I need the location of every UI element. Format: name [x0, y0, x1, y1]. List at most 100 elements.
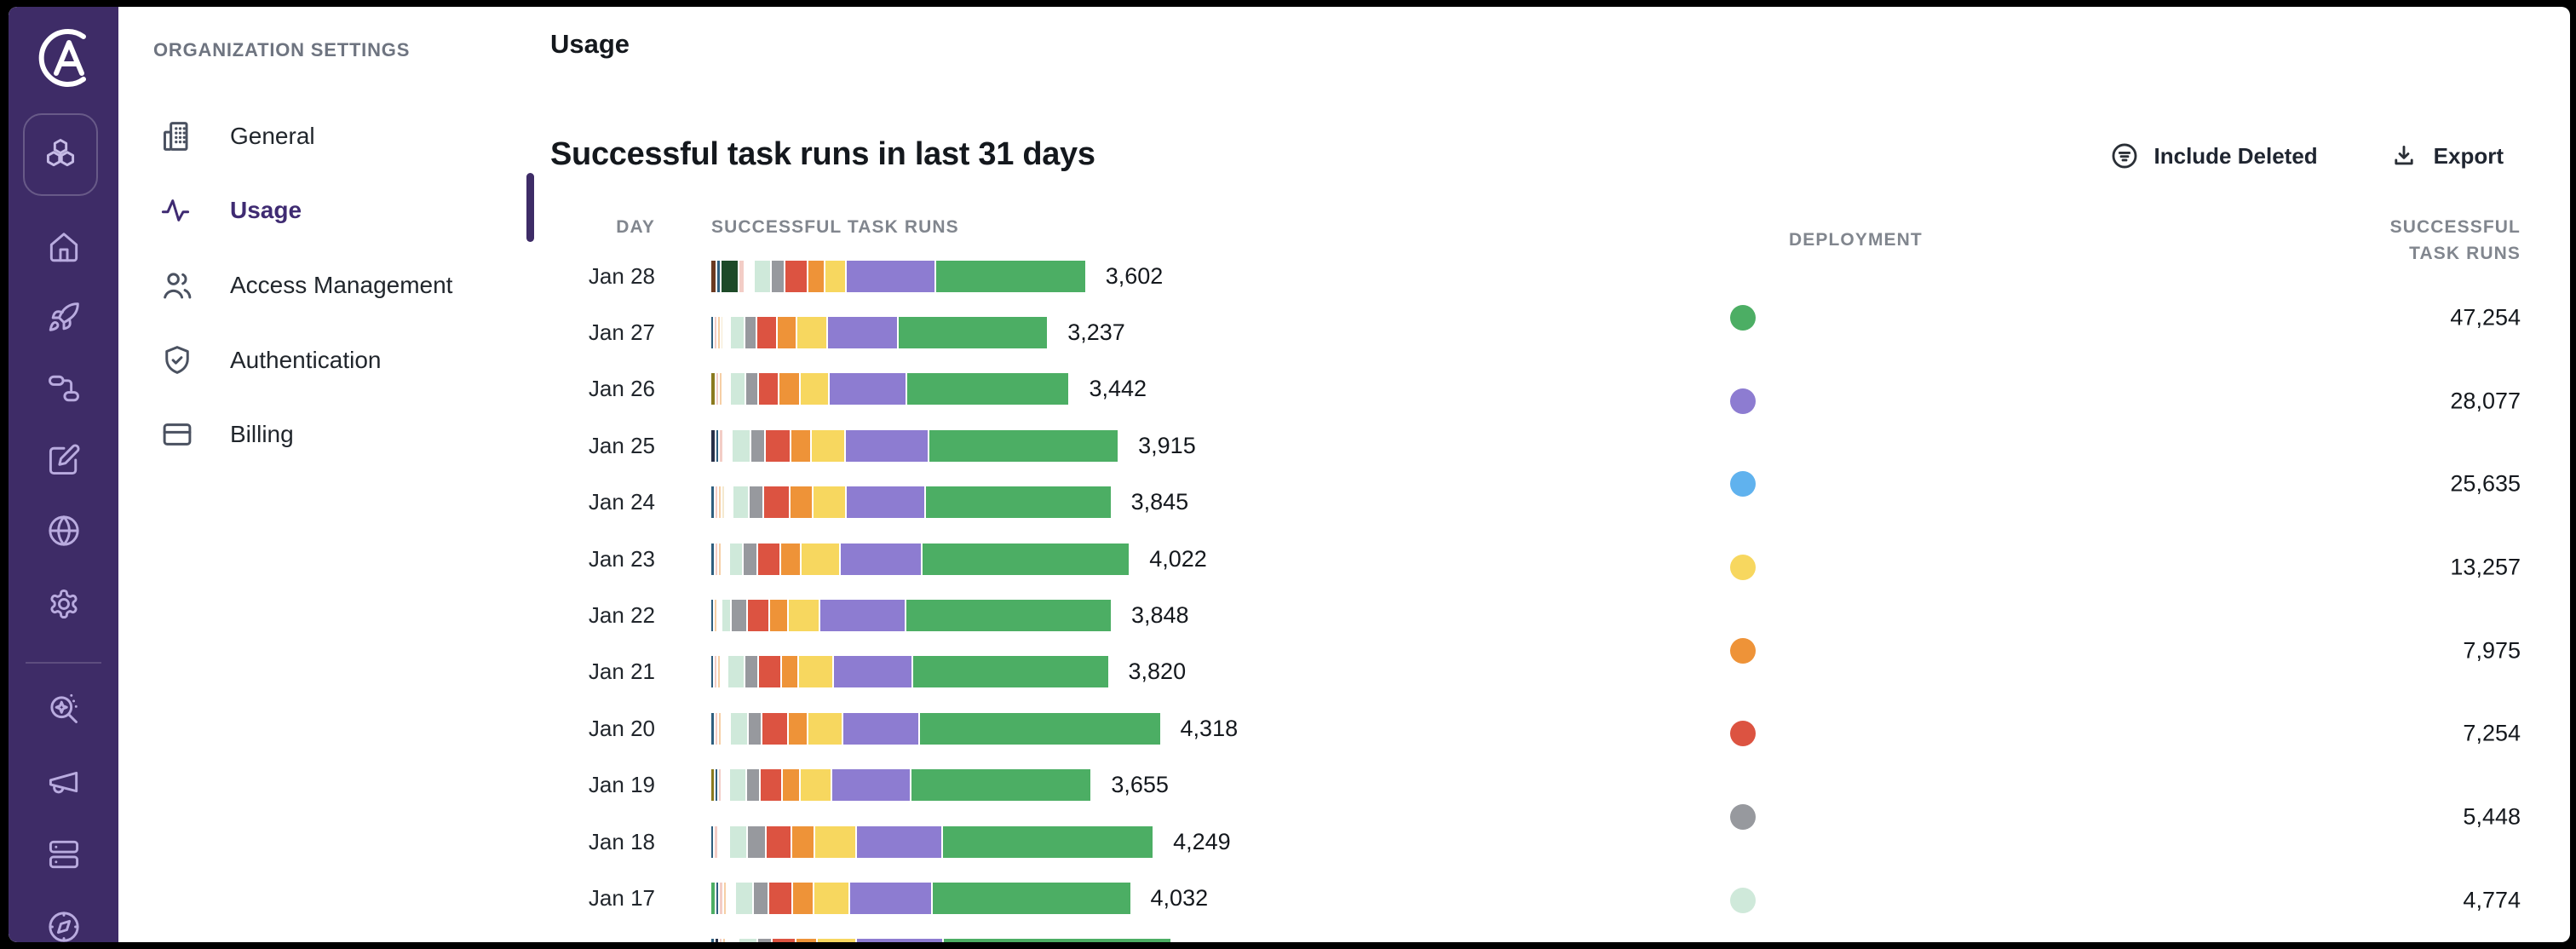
bar-segment-blank[interactable] [724, 429, 733, 462]
bar-segment-blank[interactable] [722, 712, 732, 745]
bar-segment-peach[interactable] [723, 939, 727, 942]
bar-segment-yellow[interactable] [825, 260, 847, 292]
bar-segment-green[interactable] [906, 373, 1071, 405]
deployment-color-dot[interactable] [1730, 388, 1756, 414]
bar-segment-gray[interactable] [746, 769, 761, 802]
bar-segment-peach[interactable] [719, 712, 723, 745]
bar-segment-mint[interactable] [728, 656, 745, 688]
bar-segment-navy[interactable] [715, 769, 720, 802]
bar-segment-pink[interactable] [716, 373, 720, 405]
bar-segment-pink[interactable] [719, 769, 723, 802]
bar-segment-pink[interactable] [715, 543, 720, 575]
bar-segment-purple[interactable] [833, 656, 913, 688]
bar-segment-navy[interactable] [716, 882, 721, 914]
bar-segment-blank[interactable] [726, 486, 733, 519]
include-deleted-button[interactable]: Include Deleted [2110, 141, 2318, 170]
bar-segment-gray[interactable] [750, 486, 765, 519]
bar-segment-blank[interactable] [718, 825, 731, 858]
ai-search-icon[interactable] [44, 690, 83, 729]
bar-segment-purple[interactable] [840, 543, 923, 575]
bar-segment-orange[interactable] [791, 486, 814, 519]
bar-segment-red[interactable] [760, 769, 784, 802]
bar-segment-peach[interactable] [717, 317, 722, 349]
nav-item-authentication[interactable]: Authentication [159, 323, 517, 398]
bar-segment-forest[interactable] [722, 260, 739, 292]
globe-icon[interactable] [44, 511, 83, 550]
bar-segment-purple[interactable] [843, 712, 920, 745]
bar-segment-navy[interactable] [711, 825, 716, 858]
bar-segment-gray[interactable] [745, 317, 758, 349]
bar-segment-mint[interactable] [730, 769, 747, 802]
bar-segment-peach[interactable] [719, 486, 723, 519]
bar-segment-peach[interactable] [717, 656, 722, 688]
bar-segment-mint[interactable] [730, 543, 744, 575]
bar-segment-blank[interactable] [723, 373, 731, 405]
bar-segment-purple[interactable] [857, 825, 943, 858]
bar-segment-purple[interactable] [846, 260, 937, 292]
bar-segment-navy[interactable] [716, 429, 721, 462]
bar-segment-gray[interactable] [745, 656, 759, 688]
bar-segment-peach[interactable] [719, 543, 723, 575]
bar-segment-red[interactable] [762, 712, 789, 745]
bar-segment-mint[interactable] [754, 260, 772, 292]
bar-segment-gray[interactable] [758, 939, 773, 942]
nav-item-billing[interactable]: Billing [159, 397, 517, 472]
bar-segment-green[interactable] [711, 882, 716, 914]
bar-segment-cream[interactable] [722, 486, 727, 519]
bar-segment-olive[interactable] [711, 373, 716, 405]
nav-item-access-management[interactable]: Access Management [159, 248, 517, 323]
bar-segment-red[interactable] [748, 600, 771, 632]
bar-segment-red[interactable] [764, 486, 791, 519]
bar-segment-olive[interactable] [711, 769, 716, 802]
bar-segment-yellow[interactable] [817, 939, 858, 942]
bar-segment-mint[interactable] [739, 939, 759, 942]
bar-segment-yellow[interactable] [789, 600, 820, 632]
astronomer-logo-icon[interactable] [31, 24, 99, 92]
bar-segment-pink[interactable] [715, 486, 720, 519]
bar-segment-orange[interactable] [792, 825, 816, 858]
megaphone-icon[interactable] [44, 762, 83, 802]
bar-segment-gray[interactable] [771, 260, 785, 292]
bar-segment-mint[interactable] [730, 317, 745, 349]
bar-segment-yellow[interactable] [814, 882, 851, 914]
deployment-color-dot[interactable] [1730, 471, 1756, 498]
bar-segment-green[interactable] [906, 600, 1113, 632]
bar-segment-green[interactable] [923, 543, 1131, 575]
bar-segment-orange[interactable] [780, 543, 802, 575]
bar-segment-peach[interactable] [723, 882, 727, 914]
bar-segment-pink[interactable] [715, 825, 719, 858]
bar-segment-navy[interactable] [711, 656, 716, 688]
bar-segment-pink[interactable] [739, 260, 745, 292]
bar-segment-yellow[interactable] [812, 429, 847, 462]
bar-segment-mint[interactable] [733, 429, 752, 462]
bar-segment-green[interactable] [898, 317, 1049, 349]
bar-segment-green[interactable] [912, 656, 1110, 688]
bar-segment-gray[interactable] [749, 712, 762, 745]
bar-segment-green[interactable] [929, 429, 1120, 462]
bar-segment-navy[interactable] [711, 543, 716, 575]
bar-segment-yellow[interactable] [797, 317, 828, 349]
bar-segment-green[interactable] [943, 939, 1173, 942]
deployment-color-dot[interactable] [1730, 554, 1756, 580]
bar-segment-pink[interactable] [719, 939, 724, 942]
bar-segment-purple[interactable] [827, 317, 899, 349]
bar-segment-blank[interactable] [722, 769, 731, 802]
bar-segment-red[interactable] [757, 317, 778, 349]
home-icon[interactable] [44, 227, 83, 267]
bar-segment-brown[interactable] [711, 260, 718, 292]
bar-segment-purple[interactable] [819, 600, 907, 632]
workspace-switcher-button[interactable] [23, 113, 98, 196]
bar-segment-green[interactable] [936, 260, 1087, 292]
bar-segment-red[interactable] [766, 429, 791, 462]
bar-segment-yellow[interactable] [800, 373, 831, 405]
bar-segment-pink[interactable] [715, 712, 720, 745]
bar-segment-navy[interactable] [711, 712, 716, 745]
bar-segment-red[interactable] [758, 543, 781, 575]
bar-segment-red[interactable] [785, 260, 809, 292]
nav-item-general[interactable]: General [159, 99, 517, 174]
bar-segment-purple[interactable] [830, 373, 907, 405]
bar-segment-gray[interactable] [743, 543, 759, 575]
bar-segment-green[interactable] [933, 882, 1132, 914]
bar-segment-yellow[interactable] [801, 769, 832, 802]
bar-segment-mint[interactable] [730, 825, 748, 858]
